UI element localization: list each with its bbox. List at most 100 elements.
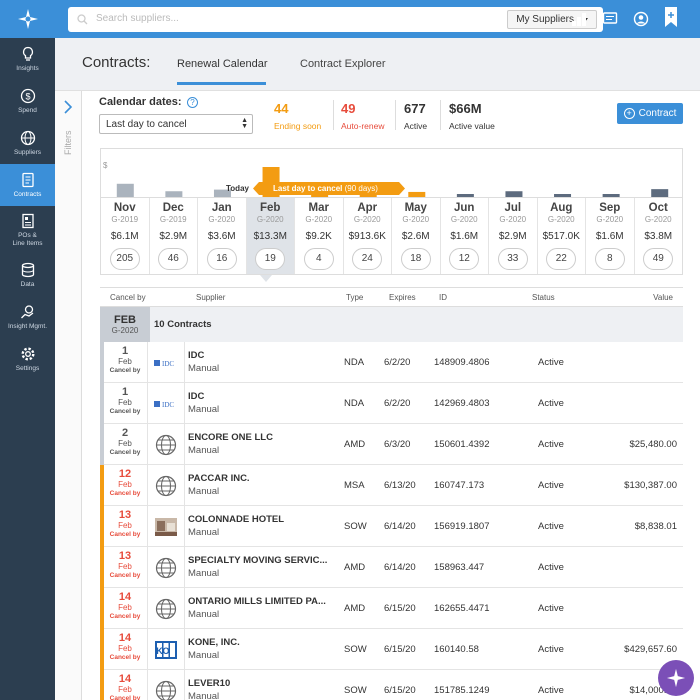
supplier-name[interactable]: ONTARIO MILLS LIMITED PA... [188,596,326,607]
contract-id[interactable]: 156919.1807 [434,521,490,532]
sidebar-item-insight-mgmt[interactable]: Insight Mgmt. [0,296,55,338]
month-column-oct[interactable]: Oct G-2020 $3.8M 49 [633,198,683,274]
table-row[interactable]: 13 Feb Cancel by SPECIALTY MOVING SERVIC...… [100,547,683,588]
month-count-pill[interactable]: 49 [643,248,674,270]
chart-bar-aug[interactable] [554,194,572,198]
sidebar-item-suppliers[interactable]: Suppliers [0,122,55,164]
month-column-aug[interactable]: Aug G-2020 $517.0K 22 [536,198,586,274]
month-count-pill[interactable]: 19 [255,248,286,270]
month-count-pill[interactable]: 33 [497,248,528,270]
month-column-jun[interactable]: Jun G-2020 $1.6M 12 [439,198,489,274]
table-row[interactable]: 1 Feb Cancel by IDC IDC Manual NDA 6/2/20 142969… [100,383,683,424]
month-column-feb[interactable]: Feb G-2020 $13.3M 19 [245,198,294,274]
contract-id[interactable]: 142969.4803 [434,398,490,409]
chart-bar-jan[interactable] [213,189,231,198]
col-cancel-by[interactable]: Cancel by [110,293,146,302]
cancel-day: 13 [118,509,132,521]
supplier-name[interactable]: PACCAR INC. [188,473,250,484]
sidebar-item-data[interactable]: Data [0,254,55,296]
month-column-jan[interactable]: Jan G-2020 $3.6M 16 [197,198,246,274]
col-type[interactable]: Type [346,293,364,302]
supplier-name[interactable]: LEVER10 [188,678,231,689]
month-count-pill[interactable]: 22 [546,248,577,270]
month-column-dec[interactable]: Dec G-2019 $2.9M 46 [148,198,198,274]
month-year: G-2020 [305,215,333,224]
assistant-fab[interactable] [658,660,694,696]
month-count-pill[interactable]: 4 [303,248,334,270]
month-column-nov[interactable]: Nov G-2019 $6.1M 205 [101,198,149,274]
kpi-active[interactable]: 677 Active [404,101,427,131]
contract-id[interactable]: 151785.1249 [434,685,490,696]
sidebar-item-spend[interactable]: $ Spend [0,80,55,122]
supplier-name[interactable]: IDC [188,391,205,402]
month-count-pill[interactable]: 24 [352,248,383,270]
dashboard-icon[interactable] [571,11,587,27]
chart-bar-may[interactable] [408,191,426,198]
kpi-ending-soon[interactable]: 44 Ending soon [274,101,321,131]
sidebar-item-contracts[interactable]: Contracts [0,164,55,206]
chart-bar-mar[interactable] [311,194,329,198]
sidebar-item-insights[interactable]: Insights [0,38,55,80]
table-row[interactable]: 1 Feb Cancel by IDC IDC Manual NDA 6/2/20 148909… [100,342,683,383]
contract-id[interactable]: 160140.58 [434,644,479,655]
table-row[interactable]: 14 Feb Cancel by K O KONE, INC. Manual SOW 6/15/… [100,629,683,670]
sidebar-item-pos-line-items[interactable]: POs & Line Items [0,206,55,254]
contract-id[interactable]: 148909.4806 [434,357,490,368]
month-count-pill[interactable]: 46 [158,248,189,270]
col-id[interactable]: ID [439,293,447,302]
supplier-name[interactable]: IDC [188,350,205,361]
sidebar-item-settings[interactable]: Settings [0,338,55,380]
chart-bar-apr[interactable] [359,194,377,198]
kpi-auto-renew[interactable]: 49 Auto-renew [341,101,384,131]
month-count-pill[interactable]: 18 [400,248,431,270]
col-expires[interactable]: Expires [389,293,416,302]
supplier-name[interactable]: COLONNADE HOTEL [188,514,285,525]
chart-bar-dec[interactable] [165,191,183,198]
add-contract-button[interactable]: + Contract [617,103,683,124]
bookmark-add-icon[interactable] [663,7,679,29]
chart-bar-oct[interactable] [651,189,669,198]
col-status[interactable]: Status [532,293,555,302]
contract-id[interactable]: 162655.4471 [434,603,490,614]
month-count-pill[interactable]: 12 [449,248,480,270]
help-icon[interactable]: ? [187,97,198,108]
month-column-jul[interactable]: Jul G-2020 $2.9M 33 [488,198,537,274]
chat-icon[interactable] [602,11,618,27]
chart-bar-jul[interactable] [505,191,523,198]
supplier-name[interactable]: ENCORE ONE LLC [188,432,273,443]
tab-contract-explorer[interactable]: Contract Explorer [300,58,386,70]
table-row[interactable]: 2 Feb Cancel by ENCORE ONE LLC Manual AMD 6/3/… [100,424,683,465]
month-column-mar[interactable]: Mar G-2020 $9.2K 4 [294,198,343,274]
month-column-apr[interactable]: Apr G-2020 $913.6K 24 [342,198,392,274]
month-count-pill[interactable]: 8 [594,248,625,270]
month-count-pill[interactable]: 205 [109,248,140,270]
month-count-pill[interactable]: 16 [206,248,237,270]
table-row[interactable]: 12 Feb Cancel by PACCAR INC. Manual MSA 6/13/2… [100,465,683,506]
group-month: FEB [114,314,136,326]
app-logo[interactable] [0,0,55,38]
contract-id[interactable]: 150601.4392 [434,439,490,450]
table-row[interactable]: 14 Feb Cancel by ONTARIO MILLS LIMITED PA..… [100,588,683,629]
supplier-name[interactable]: SPECIALTY MOVING SERVIC... [188,555,328,566]
col-supplier[interactable]: Supplier [196,293,226,302]
chevron-right-icon[interactable] [63,100,73,114]
contract-id[interactable]: 160747.173 [434,480,485,491]
table-row[interactable]: 13 Feb Cancel by COLONNADE HOTEL Manual SOW 6/… [100,506,683,547]
kpi-divider [333,100,334,130]
calendar-date-select[interactable]: Last day to cancel ▲ ▼ [99,114,253,134]
col-value[interactable]: Value [653,293,673,302]
chart-bar-jun[interactable] [456,194,474,198]
table-row[interactable]: 14 Feb Cancel by LEVER10 Manual SOW 6/15/20 151… [100,670,683,700]
month-column-sep[interactable]: Sep G-2020 $1.6M 8 [585,198,634,274]
supplier-name[interactable]: KONE, INC. [188,637,240,648]
kpi-label: Auto-renew [341,121,385,131]
filters-panel-toggle[interactable]: Filters [55,91,82,700]
contract-id[interactable]: 158963.447 [434,562,485,573]
chart-bar-nov[interactable] [116,183,134,198]
chart-bar-sep[interactable] [602,194,620,198]
search-input[interactable]: Search suppliers... My Suppliers [68,7,603,32]
kpi-active-value[interactable]: $66M Active value [449,101,495,131]
user-account-icon[interactable] [633,11,649,27]
tab-renewal-calendar[interactable]: Renewal Calendar [177,58,268,70]
month-column-may[interactable]: May G-2020 $2.6M 18 [391,198,440,274]
